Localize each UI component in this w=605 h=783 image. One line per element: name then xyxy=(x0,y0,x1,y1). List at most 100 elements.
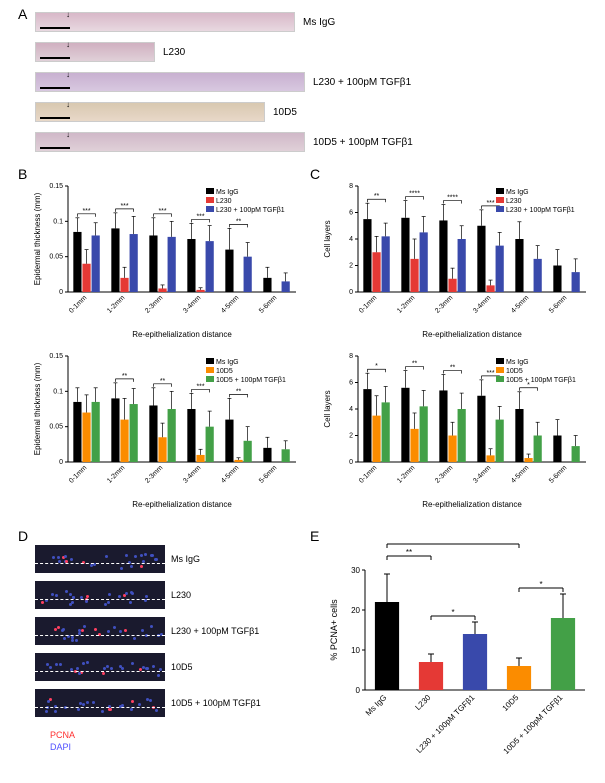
svg-text:***: *** xyxy=(158,208,166,215)
svg-text:3-4mm: 3-4mm xyxy=(182,464,202,484)
svg-text:Re-epithelialization distance: Re-epithelialization distance xyxy=(132,330,232,339)
svg-text:1-2mm: 1-2mm xyxy=(396,464,416,484)
svg-text:5-6mm: 5-6mm xyxy=(548,294,568,314)
if-image xyxy=(35,653,165,681)
if-label: 10D5 + 100pM TGFβ1 xyxy=(171,698,261,708)
svg-text:**: ** xyxy=(374,193,380,200)
svg-text:4: 4 xyxy=(349,236,353,243)
if-row: L230 + 100pM TGFβ1 xyxy=(35,617,259,645)
svg-text:0.05: 0.05 xyxy=(49,254,63,261)
arrow-icon: ↓ xyxy=(66,100,70,109)
svg-text:0.1: 0.1 xyxy=(53,388,63,395)
panel-label-c: C xyxy=(310,166,320,182)
svg-text:1-2mm: 1-2mm xyxy=(106,464,126,484)
svg-text:****: **** xyxy=(409,191,420,198)
svg-text:2-3mm: 2-3mm xyxy=(434,294,454,314)
svg-text:**: ** xyxy=(122,373,128,380)
histology-strip: ↓ xyxy=(35,42,155,62)
svg-text:0: 0 xyxy=(356,686,361,695)
arrow-icon: ↓ xyxy=(66,10,70,19)
svg-text:Epidermal thickness (mm): Epidermal thickness (mm) xyxy=(33,192,42,285)
svg-text:6: 6 xyxy=(349,380,353,387)
svg-text:30: 30 xyxy=(351,566,360,575)
if-label: Ms IgG xyxy=(171,554,200,564)
svg-text:10D5 + 100pM TGFβ1: 10D5 + 100pM TGFβ1 xyxy=(506,377,576,384)
svg-text:0.1: 0.1 xyxy=(53,218,63,225)
chart-b-top: 0 0.05 0.1 0.15 Epidermal thickness (mm) *** 0… xyxy=(30,180,300,340)
svg-text:2: 2 xyxy=(349,263,353,270)
histology-row: ↓ Ms IgG xyxy=(35,12,335,32)
svg-text:10: 10 xyxy=(351,646,360,655)
if-label: L230 + 100pM TGFβ1 xyxy=(171,626,259,636)
svg-text:L230: L230 xyxy=(413,693,432,712)
svg-text:*: * xyxy=(451,608,454,617)
svg-text:****: **** xyxy=(447,195,458,202)
svg-text:10D5: 10D5 xyxy=(506,368,523,375)
svg-text:20: 20 xyxy=(351,606,360,615)
if-row: 10D5 xyxy=(35,653,193,681)
svg-text:4: 4 xyxy=(349,406,353,413)
histology-row: ↓ 10D5 + 100pM TGFβ1 xyxy=(35,132,413,152)
stain-label-dapi: DAPI xyxy=(50,742,71,752)
svg-text:**: ** xyxy=(160,378,166,385)
svg-text:5-6mm: 5-6mm xyxy=(258,464,278,484)
svg-text:Re-epithelialization distance: Re-epithelialization distance xyxy=(132,500,232,509)
svg-text:2-3mm: 2-3mm xyxy=(144,294,164,314)
svg-text:Re-epithelialization distance: Re-epithelialization distance xyxy=(422,330,522,339)
if-image xyxy=(35,617,165,645)
if-label: 10D5 xyxy=(171,662,193,672)
svg-text:Epidermal thickness (mm): Epidermal thickness (mm) xyxy=(33,362,42,455)
if-row: Ms IgG xyxy=(35,545,200,573)
svg-text:1-2mm: 1-2mm xyxy=(106,294,126,314)
svg-text:L230: L230 xyxy=(216,198,232,205)
stain-label-pcna: PCNA xyxy=(50,730,75,740)
svg-text:5-6mm: 5-6mm xyxy=(258,294,278,314)
arrow-icon: ↓ xyxy=(66,70,70,79)
svg-text:0.15: 0.15 xyxy=(49,183,63,190)
svg-text:*: * xyxy=(539,580,542,589)
svg-text:8: 8 xyxy=(349,183,353,190)
svg-text:2-3mm: 2-3mm xyxy=(144,464,164,484)
svg-text:5-6mm: 5-6mm xyxy=(548,464,568,484)
panel-label-e: E xyxy=(310,528,319,544)
svg-text:**: ** xyxy=(236,218,242,225)
scale-bar xyxy=(40,57,70,59)
chart-c-bottom: 02468Cell layers*0-1mm**1-2mm**2-3mm***3… xyxy=(320,350,590,510)
histology-strip: ↓ xyxy=(35,132,305,152)
svg-text:0: 0 xyxy=(59,459,63,466)
svg-text:3-4mm: 3-4mm xyxy=(472,464,492,484)
svg-text:4-5mm: 4-5mm xyxy=(220,464,240,484)
svg-text:0-1mm: 0-1mm xyxy=(358,464,378,484)
histology-strip: ↓ xyxy=(35,72,305,92)
svg-text:0-1mm: 0-1mm xyxy=(68,294,88,314)
svg-text:4-5mm: 4-5mm xyxy=(220,294,240,314)
svg-text:8: 8 xyxy=(349,353,353,360)
svg-text:0: 0 xyxy=(59,289,63,296)
if-image xyxy=(35,689,165,717)
svg-text:Ms IgG: Ms IgG xyxy=(506,189,529,196)
svg-text:Re-epithelialization distance: Re-epithelialization distance xyxy=(422,500,522,509)
svg-text:***: *** xyxy=(486,200,494,207)
svg-text:**: ** xyxy=(412,361,418,368)
chart-e: 0102030% PCNA+ cellsMs IgGL230L230 + 100… xyxy=(325,540,595,770)
histology-label: Ms IgG xyxy=(303,17,335,28)
svg-text:*: * xyxy=(375,363,378,370)
arrow-icon: ↓ xyxy=(66,130,70,139)
svg-text:2-3mm: 2-3mm xyxy=(434,464,454,484)
histology-label: 10D5 + 100pM TGFβ1 xyxy=(313,137,413,148)
histology-row: ↓ L230 xyxy=(35,42,185,62)
svg-text:***: *** xyxy=(120,203,128,210)
histology-label: L230 xyxy=(163,47,185,58)
svg-text:Ms IgG: Ms IgG xyxy=(216,189,239,196)
svg-text:L230 + 100pM TGFβ1: L230 + 100pM TGFβ1 xyxy=(216,207,285,214)
histology-strip: ↓ xyxy=(35,12,295,32)
panel-label-b: B xyxy=(18,166,27,182)
histology-label: 10D5 xyxy=(273,107,297,118)
svg-text:L230: L230 xyxy=(506,198,522,205)
chart-c-top: 02468Cell layers**0-1mm****1-2mm****2-3m… xyxy=(320,180,590,340)
svg-text:***: *** xyxy=(196,383,204,390)
if-row: L230 xyxy=(35,581,191,609)
scale-bar xyxy=(40,117,70,119)
svg-text:4-5mm: 4-5mm xyxy=(510,294,530,314)
svg-text:4-5mm: 4-5mm xyxy=(510,464,530,484)
